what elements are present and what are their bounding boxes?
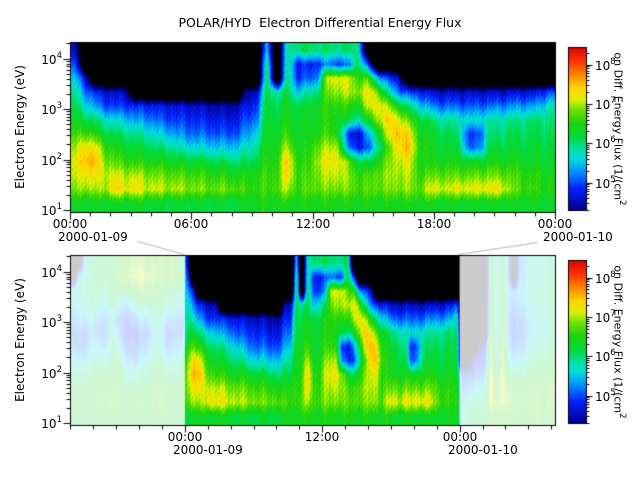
- y-tick-label: 104: [41, 264, 62, 280]
- colorbar-tick-label: 106: [595, 348, 616, 364]
- y-tick-label: 102: [41, 365, 62, 381]
- colorbar-tick-label: 108: [595, 270, 616, 286]
- x-tick-label: 06:00: [173, 217, 209, 231]
- x-axis-date: 2000-01-09: [58, 230, 128, 244]
- colorbar-tick-label: 107: [595, 96, 616, 112]
- colorbar-tick-label: 105: [595, 388, 616, 404]
- x-tick-label: 12:00: [295, 217, 331, 231]
- x-axis-date: 2000-01-10: [543, 230, 613, 244]
- x-tick-label: 00:00: [442, 430, 478, 444]
- y-tick-label: 103: [41, 101, 62, 117]
- y-tick-label: 103: [41, 314, 62, 330]
- colorbar-tick-label: 106: [595, 135, 616, 151]
- colorbar-tick-label: 108: [595, 57, 616, 73]
- colorbar-tick-label: 105: [595, 175, 616, 191]
- plot-title: POLAR/HYD Electron Differential Energy F…: [178, 15, 462, 30]
- x-tick-label: 12:00: [304, 430, 340, 444]
- x-tick-label: 00:00: [537, 217, 573, 231]
- y-axis-label-bottom: Electron Energy (eV): [13, 278, 27, 402]
- y-axis-label-top: Electron Energy (eV): [13, 65, 27, 189]
- y-tick-label: 104: [41, 51, 62, 67]
- colorbar-label-exponent: 2: [617, 413, 627, 419]
- x-axis-date: 2000-01-10: [448, 443, 518, 457]
- colorbar-label-exponent: 2: [617, 200, 627, 206]
- x-tick-label: 18:00: [416, 217, 452, 231]
- y-tick-label: 102: [41, 152, 62, 168]
- colorbar-tick-label: 107: [595, 309, 616, 325]
- x-tick-label: 00:00: [52, 217, 88, 231]
- y-tick-label: 101: [41, 415, 62, 431]
- x-axis-date: 2000-01-09: [173, 443, 243, 457]
- x-tick-label: 00:00: [167, 430, 203, 444]
- y-tick-label: 101: [41, 202, 62, 218]
